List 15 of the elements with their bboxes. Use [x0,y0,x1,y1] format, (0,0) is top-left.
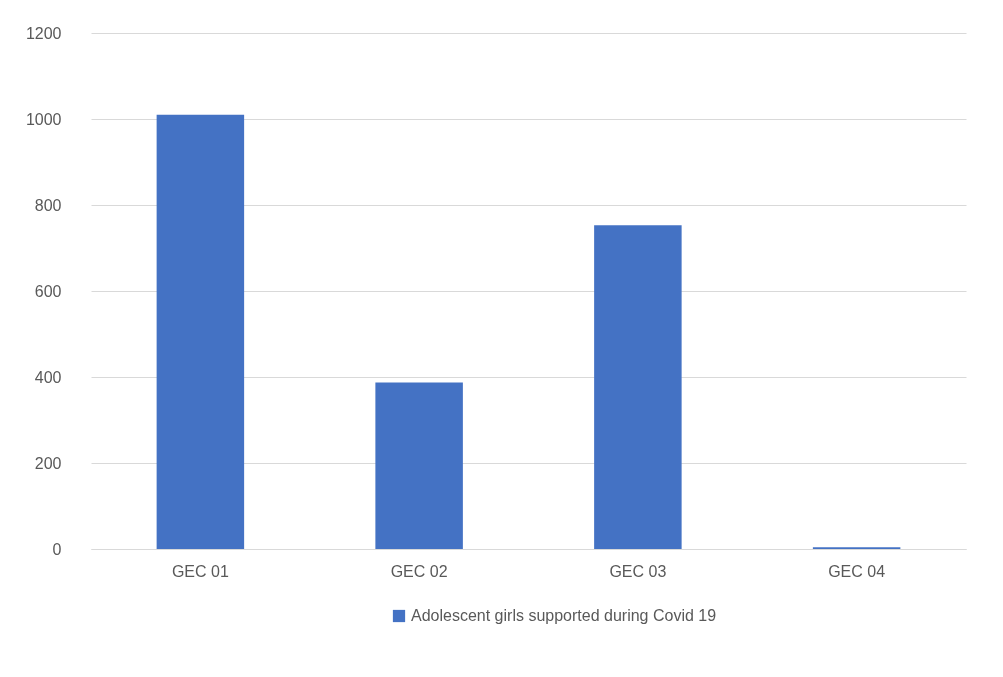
y-tick-label: 800 [34,196,62,214]
y-tick-label: 1000 [25,110,62,128]
y-tick-label: 600 [34,282,62,300]
legend-label: Adolescent girls supported during Covid 19 [411,607,717,624]
y-tick-label: 200 [34,454,62,472]
x-tick-label: GEC 02 [390,562,448,580]
y-tick-label: 1200 [25,24,62,42]
y-tick-label: 0 [52,540,62,558]
x-tick-label: GEC 01 [171,562,229,580]
bar [375,382,463,549]
bar [594,225,682,549]
x-tick-label: GEC 04 [828,562,886,580]
x-tick-label: GEC 03 [609,562,667,580]
bar [156,114,245,549]
y-tick-label: 400 [34,368,62,386]
